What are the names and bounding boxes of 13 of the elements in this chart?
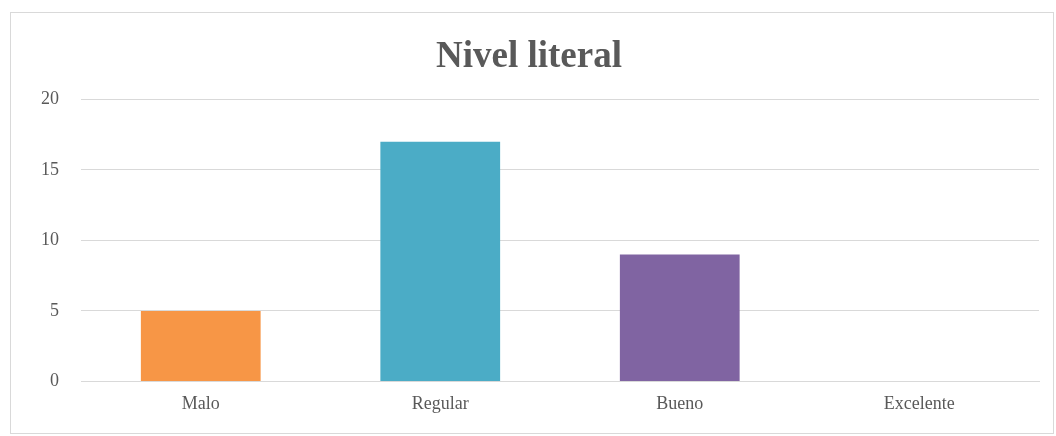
y-tick-label: 15 <box>41 158 59 179</box>
x-tick-label: Regular <box>411 392 469 413</box>
bar <box>380 141 501 381</box>
bar <box>619 254 740 381</box>
x-tick-label: Bueno <box>656 392 704 413</box>
bar <box>140 310 261 381</box>
chart-title: Nivel literal <box>436 33 622 75</box>
x-tick-label: Excelente <box>883 392 955 413</box>
y-tick-label: 5 <box>50 299 59 320</box>
y-tick-label: 10 <box>41 229 59 250</box>
x-tick-label: Malo <box>181 392 220 413</box>
y-tick-label: 0 <box>50 370 59 391</box>
y-tick-label: 20 <box>41 88 59 109</box>
